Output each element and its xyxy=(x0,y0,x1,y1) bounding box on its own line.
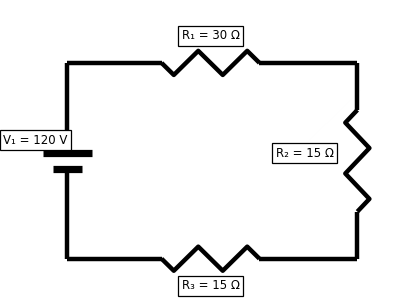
Text: V₁ = 120 V: V₁ = 120 V xyxy=(3,134,68,147)
Text: R₁ = 30 Ω: R₁ = 30 Ω xyxy=(182,29,239,42)
Text: R₃ = 15 Ω: R₃ = 15 Ω xyxy=(182,279,239,292)
Text: R₂ = 15 Ω: R₂ = 15 Ω xyxy=(276,147,334,160)
